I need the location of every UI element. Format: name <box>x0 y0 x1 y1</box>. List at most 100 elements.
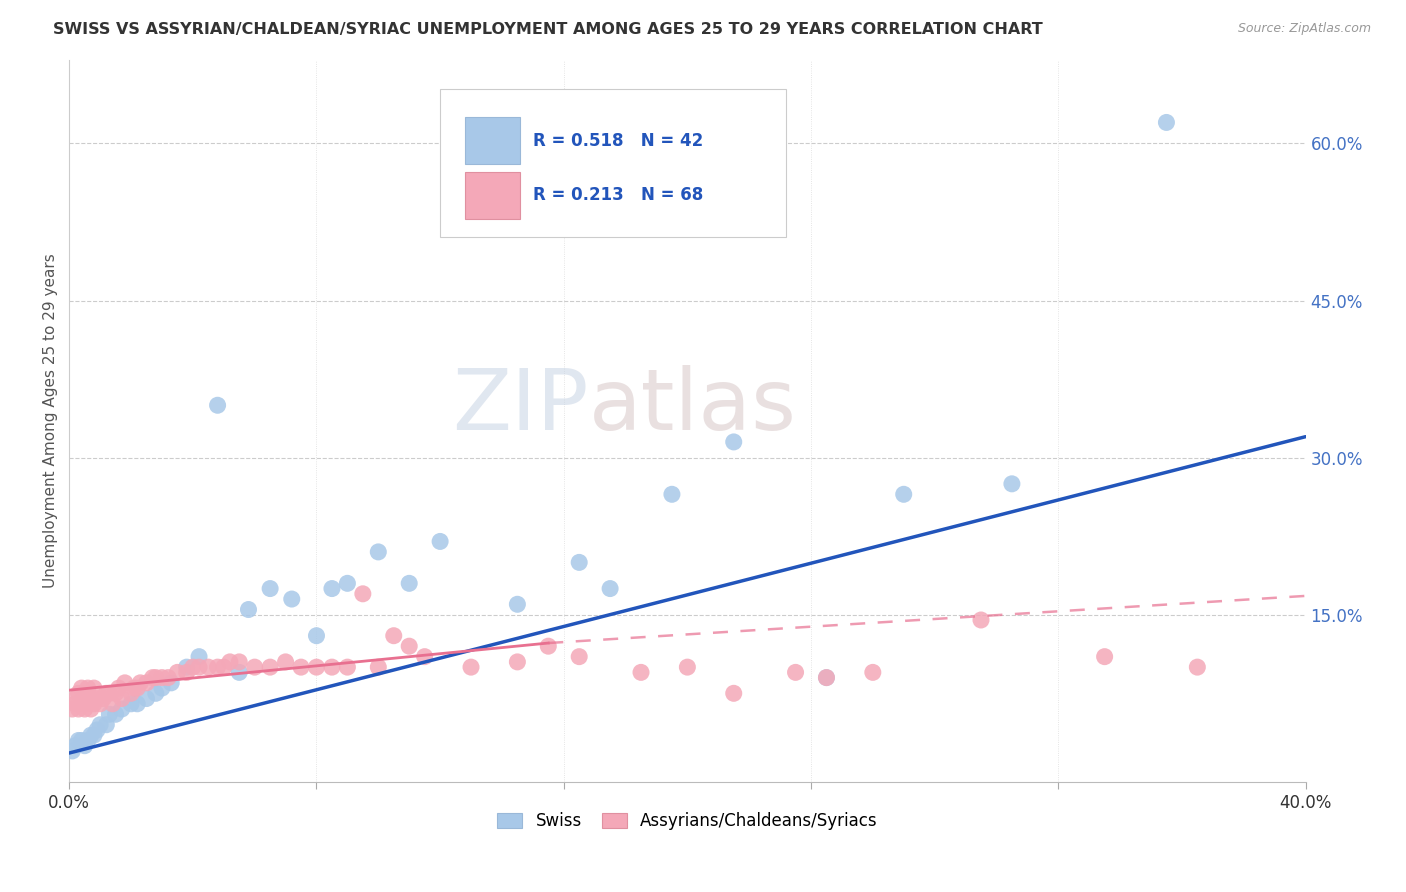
Point <box>67 733 90 747</box>
Point <box>336 576 359 591</box>
Point <box>506 655 529 669</box>
Point <box>181 660 204 674</box>
Point <box>67 702 90 716</box>
Point <box>70 681 93 695</box>
Text: Source: ZipAtlas.com: Source: ZipAtlas.com <box>1237 22 1371 36</box>
Point <box>80 728 103 742</box>
Point <box>65 697 87 711</box>
Point <box>336 660 359 674</box>
Point <box>274 655 297 669</box>
Point <box>599 582 621 596</box>
Point <box>76 697 98 711</box>
Point <box>238 602 260 616</box>
Point <box>661 487 683 501</box>
Point <box>398 639 420 653</box>
Point <box>111 691 134 706</box>
Point <box>367 660 389 674</box>
Point <box>321 582 343 596</box>
Point <box>73 686 96 700</box>
Point <box>207 398 229 412</box>
Point <box>70 697 93 711</box>
Point <box>86 723 108 737</box>
Point <box>160 676 183 690</box>
Point <box>127 681 149 695</box>
Point <box>96 686 118 700</box>
Point <box>135 691 157 706</box>
Point <box>83 681 105 695</box>
Bar <box>465 118 520 164</box>
Text: ZIP: ZIP <box>451 365 589 448</box>
Point <box>970 613 993 627</box>
Point <box>142 671 165 685</box>
Point <box>259 582 281 596</box>
Point <box>73 739 96 753</box>
Point <box>305 660 328 674</box>
Bar <box>465 171 520 219</box>
Point <box>429 534 451 549</box>
Point <box>460 660 482 674</box>
Point <box>413 649 436 664</box>
FancyBboxPatch shape <box>440 88 786 236</box>
Point <box>60 702 83 716</box>
Text: R = 0.518   N = 42: R = 0.518 N = 42 <box>533 132 703 150</box>
Point <box>73 702 96 716</box>
Point <box>89 697 111 711</box>
Point <box>1187 660 1209 674</box>
Point <box>135 676 157 690</box>
Point <box>352 587 374 601</box>
Point <box>506 597 529 611</box>
Point <box>382 629 405 643</box>
Point <box>145 686 167 700</box>
Point <box>70 733 93 747</box>
Point <box>676 660 699 674</box>
Point <box>281 592 304 607</box>
Point <box>98 707 121 722</box>
Point <box>1156 115 1178 129</box>
Point <box>815 671 838 685</box>
Point <box>537 639 560 653</box>
Point <box>150 671 173 685</box>
Point <box>228 665 250 680</box>
Point <box>197 660 219 674</box>
Point <box>104 707 127 722</box>
Point <box>188 649 211 664</box>
Point <box>785 665 807 680</box>
Point <box>568 649 591 664</box>
Point <box>207 660 229 674</box>
Point <box>243 660 266 674</box>
Point <box>893 487 915 501</box>
Point <box>145 671 167 685</box>
Point <box>1001 476 1024 491</box>
Point <box>815 671 838 685</box>
Point <box>107 681 129 695</box>
Point <box>290 660 312 674</box>
Point <box>723 686 745 700</box>
Point <box>367 545 389 559</box>
Point <box>83 728 105 742</box>
Point <box>120 697 142 711</box>
Text: SWISS VS ASSYRIAN/CHALDEAN/SYRIAC UNEMPLOYMENT AMONG AGES 25 TO 29 YEARS CORRELA: SWISS VS ASSYRIAN/CHALDEAN/SYRIAC UNEMPL… <box>53 22 1043 37</box>
Point <box>80 702 103 716</box>
Point <box>120 686 142 700</box>
Point <box>188 660 211 674</box>
Legend: Swiss, Assyrians/Chaldeans/Syriacs: Swiss, Assyrians/Chaldeans/Syriacs <box>492 807 883 836</box>
Point <box>1094 649 1116 664</box>
Point <box>157 671 180 685</box>
Point <box>305 629 328 643</box>
Point <box>98 686 121 700</box>
Point <box>86 691 108 706</box>
Point <box>83 697 105 711</box>
Point <box>630 665 652 680</box>
Text: atlas: atlas <box>589 365 796 448</box>
Point <box>76 733 98 747</box>
Point <box>80 691 103 706</box>
Point <box>321 660 343 674</box>
Point <box>862 665 884 680</box>
Point <box>89 717 111 731</box>
Point <box>129 676 152 690</box>
Point <box>398 576 420 591</box>
Point <box>176 660 198 674</box>
Point <box>76 681 98 695</box>
Point <box>96 717 118 731</box>
Point <box>219 655 242 669</box>
